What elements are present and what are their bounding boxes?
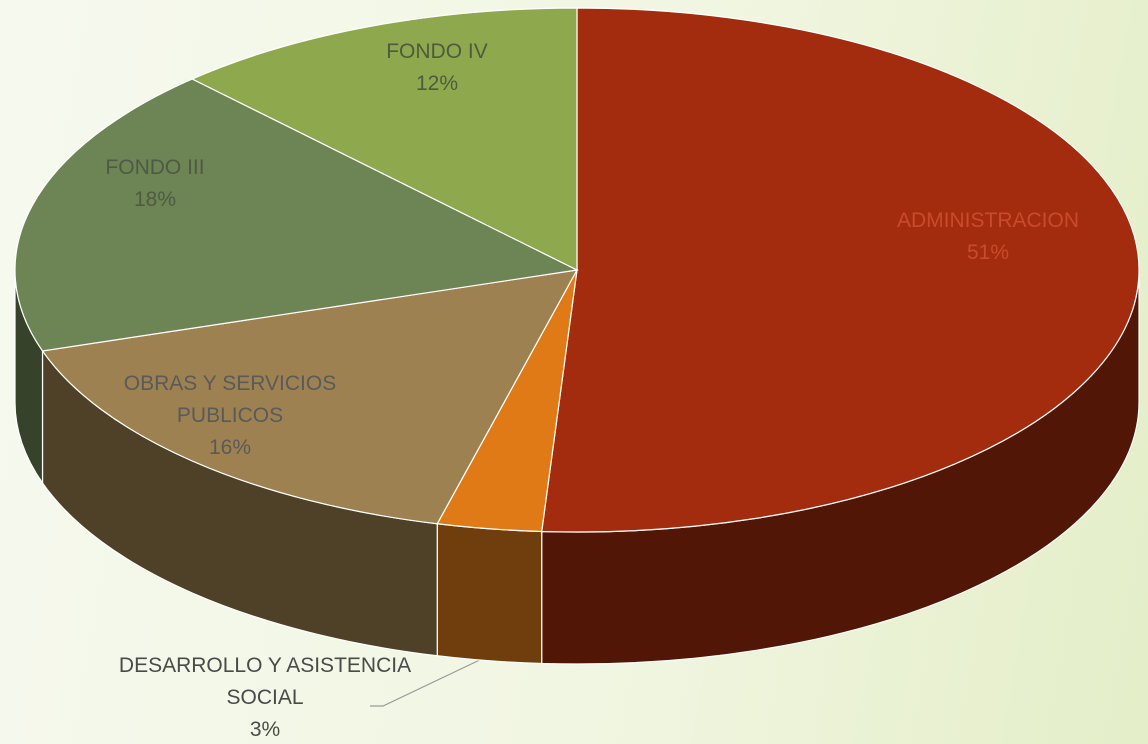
slice — [190, 7, 578, 271]
slice — [541, 7, 1140, 533]
value-label: 16% — [208, 436, 252, 459]
category-label: FONDO III — [105, 156, 205, 179]
value-label: 18% — [133, 188, 177, 211]
pie-sides — [14, 269, 1140, 665]
slice-label: ADMINISTRACION 51% — [858, 205, 1118, 269]
slice-side — [436, 523, 543, 665]
value-label: 51% — [966, 241, 1010, 264]
value-label: 12% — [415, 72, 459, 95]
category-label: FONDO IV — [386, 40, 488, 63]
slice-label: FONDO III 18% — [55, 152, 255, 216]
category-label: OBRAS Y SERVICIOS PUBLICOS — [123, 372, 337, 427]
pie-tops — [14, 7, 1140, 533]
slice — [14, 78, 579, 352]
slice-label: FONDO IV 12% — [337, 36, 537, 100]
slice — [41, 269, 579, 525]
category-label: DESARROLLO Y ASISTENCIA SOCIAL — [118, 654, 412, 709]
leader-line — [370, 656, 487, 707]
slice-label: OBRAS Y SERVICIOS PUBLICOS 16% — [90, 368, 370, 464]
slice-label: DESARROLLO Y ASISTENCIA SOCIAL 3% — [115, 650, 415, 744]
value-label: 3% — [249, 718, 281, 741]
category-label: ADMINISTRACION — [896, 209, 1079, 232]
